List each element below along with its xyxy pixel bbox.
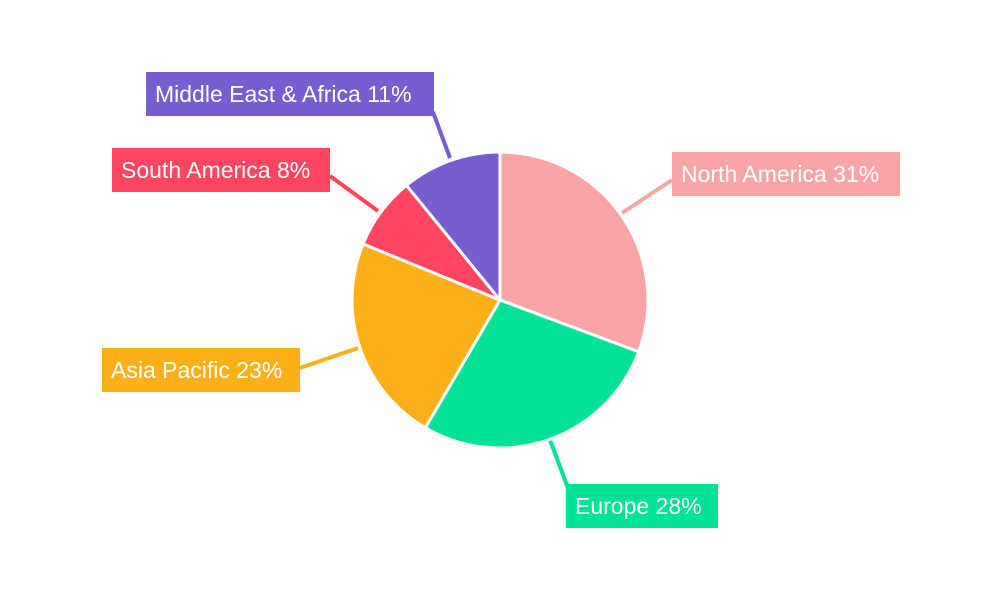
pie-slice-middle-east-africa: [404, 150, 502, 302]
leader-line: [431, 111, 452, 159]
label-asia-pacific: Asia Pacific 23%: [102, 348, 300, 392]
label-europe: Europe 28%: [566, 484, 718, 528]
label-north-america: North America 31%: [672, 152, 900, 196]
label-middle-east-africa: Middle East & Africa 11%: [146, 72, 434, 116]
pie-slice-asia-pacific: [350, 242, 502, 430]
leader-line: [548, 439, 570, 489]
leader-line: [299, 346, 359, 370]
pie-slice-north-america: [498, 150, 650, 354]
leader-line: [620, 178, 674, 215]
leader-line: [328, 174, 380, 213]
label-south-america: South America 8%: [112, 148, 330, 192]
